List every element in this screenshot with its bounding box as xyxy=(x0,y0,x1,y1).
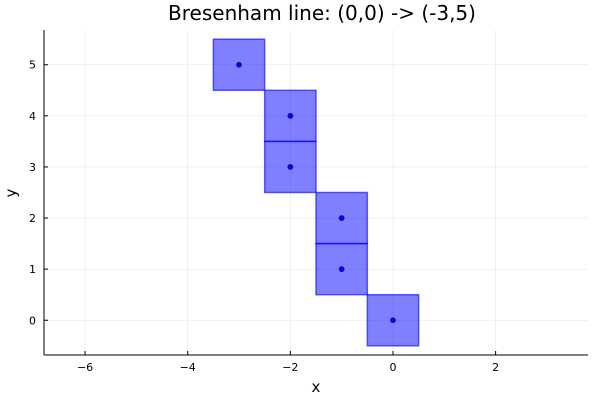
chart-title: Bresenham line: (0,0) -> (-3,5) xyxy=(168,1,476,25)
x-tick-label-2: −2 xyxy=(282,361,298,374)
point-marker-5 xyxy=(236,61,242,68)
point-marker-2 xyxy=(338,215,345,221)
x-tick-label-3: 0 xyxy=(389,361,396,374)
y-tick-label-4: 4 xyxy=(29,110,36,123)
y-tick-label-0: 0 xyxy=(29,314,36,327)
y-axis-label: y xyxy=(2,188,20,197)
pixel-squares xyxy=(212,38,420,347)
axes: −6 −4 −2 0 2 0 1 2 3 4 5 xyxy=(29,30,588,374)
point-marker-0 xyxy=(390,317,396,324)
y-tick-label-1: 1 xyxy=(29,263,36,276)
y-tick-label-2: 2 xyxy=(29,212,36,225)
line-points xyxy=(236,61,396,324)
point-marker-3 xyxy=(287,164,294,170)
x-axis-label: x xyxy=(312,378,321,396)
y-tick-label-5: 5 xyxy=(29,59,36,72)
point-marker-1 xyxy=(338,266,345,273)
point-marker-4 xyxy=(287,112,294,119)
x-tick-label-1: −4 xyxy=(180,361,196,374)
x-tick-label-4: 2 xyxy=(492,361,499,374)
x-tick-label-0: −6 xyxy=(77,361,93,374)
y-tick-label-3: 3 xyxy=(29,161,36,174)
pixel-square-5 xyxy=(212,38,266,92)
